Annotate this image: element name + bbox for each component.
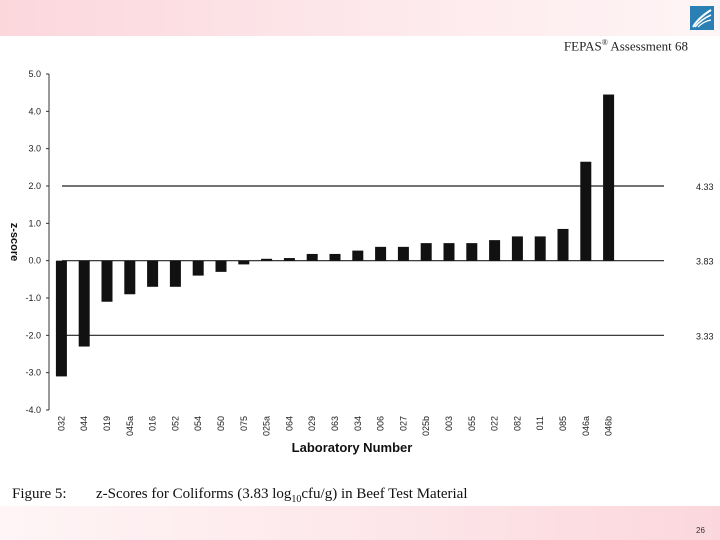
y-tick-label: -1.0 bbox=[25, 293, 41, 303]
reference-label: 3.33 bbox=[696, 331, 714, 341]
x-tick-label: 075 bbox=[239, 416, 249, 431]
x-tick-label: 052 bbox=[170, 416, 180, 431]
bar bbox=[124, 260, 136, 295]
bar bbox=[329, 253, 341, 261]
bar bbox=[306, 253, 318, 261]
bar bbox=[557, 228, 569, 261]
x-tick-label: 003 bbox=[444, 416, 454, 431]
bar bbox=[101, 260, 113, 302]
bar bbox=[466, 243, 478, 261]
logo-icon bbox=[690, 6, 714, 30]
x-tick-label: 034 bbox=[353, 416, 363, 431]
bar bbox=[238, 260, 250, 265]
x-tick-label: 044 bbox=[79, 416, 89, 431]
x-tick-label: 006 bbox=[376, 416, 386, 431]
y-tick-label: -3.0 bbox=[25, 368, 41, 378]
caption-figure-label: Figure 5: bbox=[12, 486, 67, 502]
y-tick-label: 4.0 bbox=[28, 106, 41, 116]
x-tick-label: 029 bbox=[307, 416, 317, 431]
y-tick-label: 5.0 bbox=[28, 69, 41, 79]
y-tick-label: 1.0 bbox=[28, 218, 41, 228]
bar bbox=[215, 260, 227, 272]
x-tick-label: 064 bbox=[284, 416, 294, 431]
caption-text-after: cfu/g) in Beef Test Material bbox=[301, 486, 468, 502]
x-tick-label: 050 bbox=[216, 416, 226, 431]
bar bbox=[534, 236, 546, 261]
registered-mark: ® bbox=[601, 38, 608, 47]
bar bbox=[443, 243, 455, 261]
bottom-band bbox=[0, 506, 720, 540]
x-tick-label: 016 bbox=[148, 416, 158, 431]
top-band bbox=[0, 0, 720, 36]
bar bbox=[580, 161, 592, 261]
bar bbox=[169, 260, 181, 287]
x-tick-label: 025b bbox=[421, 416, 431, 436]
x-axis-title: Laboratory Number bbox=[292, 440, 413, 455]
x-tick-label: 025a bbox=[262, 416, 272, 436]
header-assessment: Assessment 68 bbox=[610, 38, 688, 54]
x-tick-label: 046a bbox=[581, 416, 591, 436]
x-tick-label: 045a bbox=[125, 416, 135, 436]
y-tick-label: 2.0 bbox=[28, 181, 41, 191]
bar bbox=[78, 260, 90, 347]
page-number: 26 bbox=[696, 526, 705, 535]
bar bbox=[261, 258, 273, 261]
bar bbox=[397, 246, 409, 261]
header-brand: FEPAS bbox=[563, 38, 602, 54]
x-tick-label: 055 bbox=[467, 416, 477, 431]
bar bbox=[352, 250, 364, 261]
bar bbox=[420, 243, 432, 261]
y-tick-label: -2.0 bbox=[25, 330, 41, 340]
x-tick-label: 082 bbox=[512, 416, 522, 431]
x-tick-label: 011 bbox=[535, 416, 545, 430]
bar bbox=[147, 260, 159, 287]
x-tick-label: 027 bbox=[398, 416, 408, 431]
y-tick-label: -4.0 bbox=[25, 405, 41, 415]
x-tick-label: 019 bbox=[102, 416, 112, 431]
x-tick-label: 046b bbox=[604, 416, 614, 436]
reference-label: 4.33 bbox=[696, 182, 714, 192]
bar bbox=[511, 236, 523, 261]
y-axis-title: z-score bbox=[8, 223, 20, 262]
y-tick-label: 0.0 bbox=[28, 256, 41, 266]
bar bbox=[603, 94, 615, 261]
figure-caption: Figure 5: z-Scores for Coliforms (3.83 lo… bbox=[12, 486, 468, 505]
x-tick-label: 022 bbox=[490, 416, 500, 431]
bar bbox=[283, 258, 295, 261]
y-tick-label: 3.0 bbox=[28, 144, 41, 154]
header-title: FEPAS® Assessment 68 bbox=[540, 38, 688, 54]
caption-subscript: 10 bbox=[291, 494, 302, 505]
x-tick-label: 054 bbox=[193, 416, 203, 431]
z-score-chart: -4.0 -3.0 -2.0 -1.0 0.0 1.0 2.0 3.0 4.0 5.0 z-scor… bbox=[8, 69, 714, 455]
bar bbox=[55, 260, 67, 377]
reference-label: 3.83 bbox=[696, 257, 714, 267]
x-tick-label: 085 bbox=[558, 416, 568, 431]
bar bbox=[192, 260, 204, 276]
bar bbox=[489, 240, 501, 261]
x-tick-label: 032 bbox=[56, 416, 66, 431]
x-tick-label: 063 bbox=[330, 416, 340, 431]
caption-text-before: z-Scores for Coliforms (3.83 log bbox=[96, 486, 292, 502]
bar bbox=[375, 246, 387, 261]
